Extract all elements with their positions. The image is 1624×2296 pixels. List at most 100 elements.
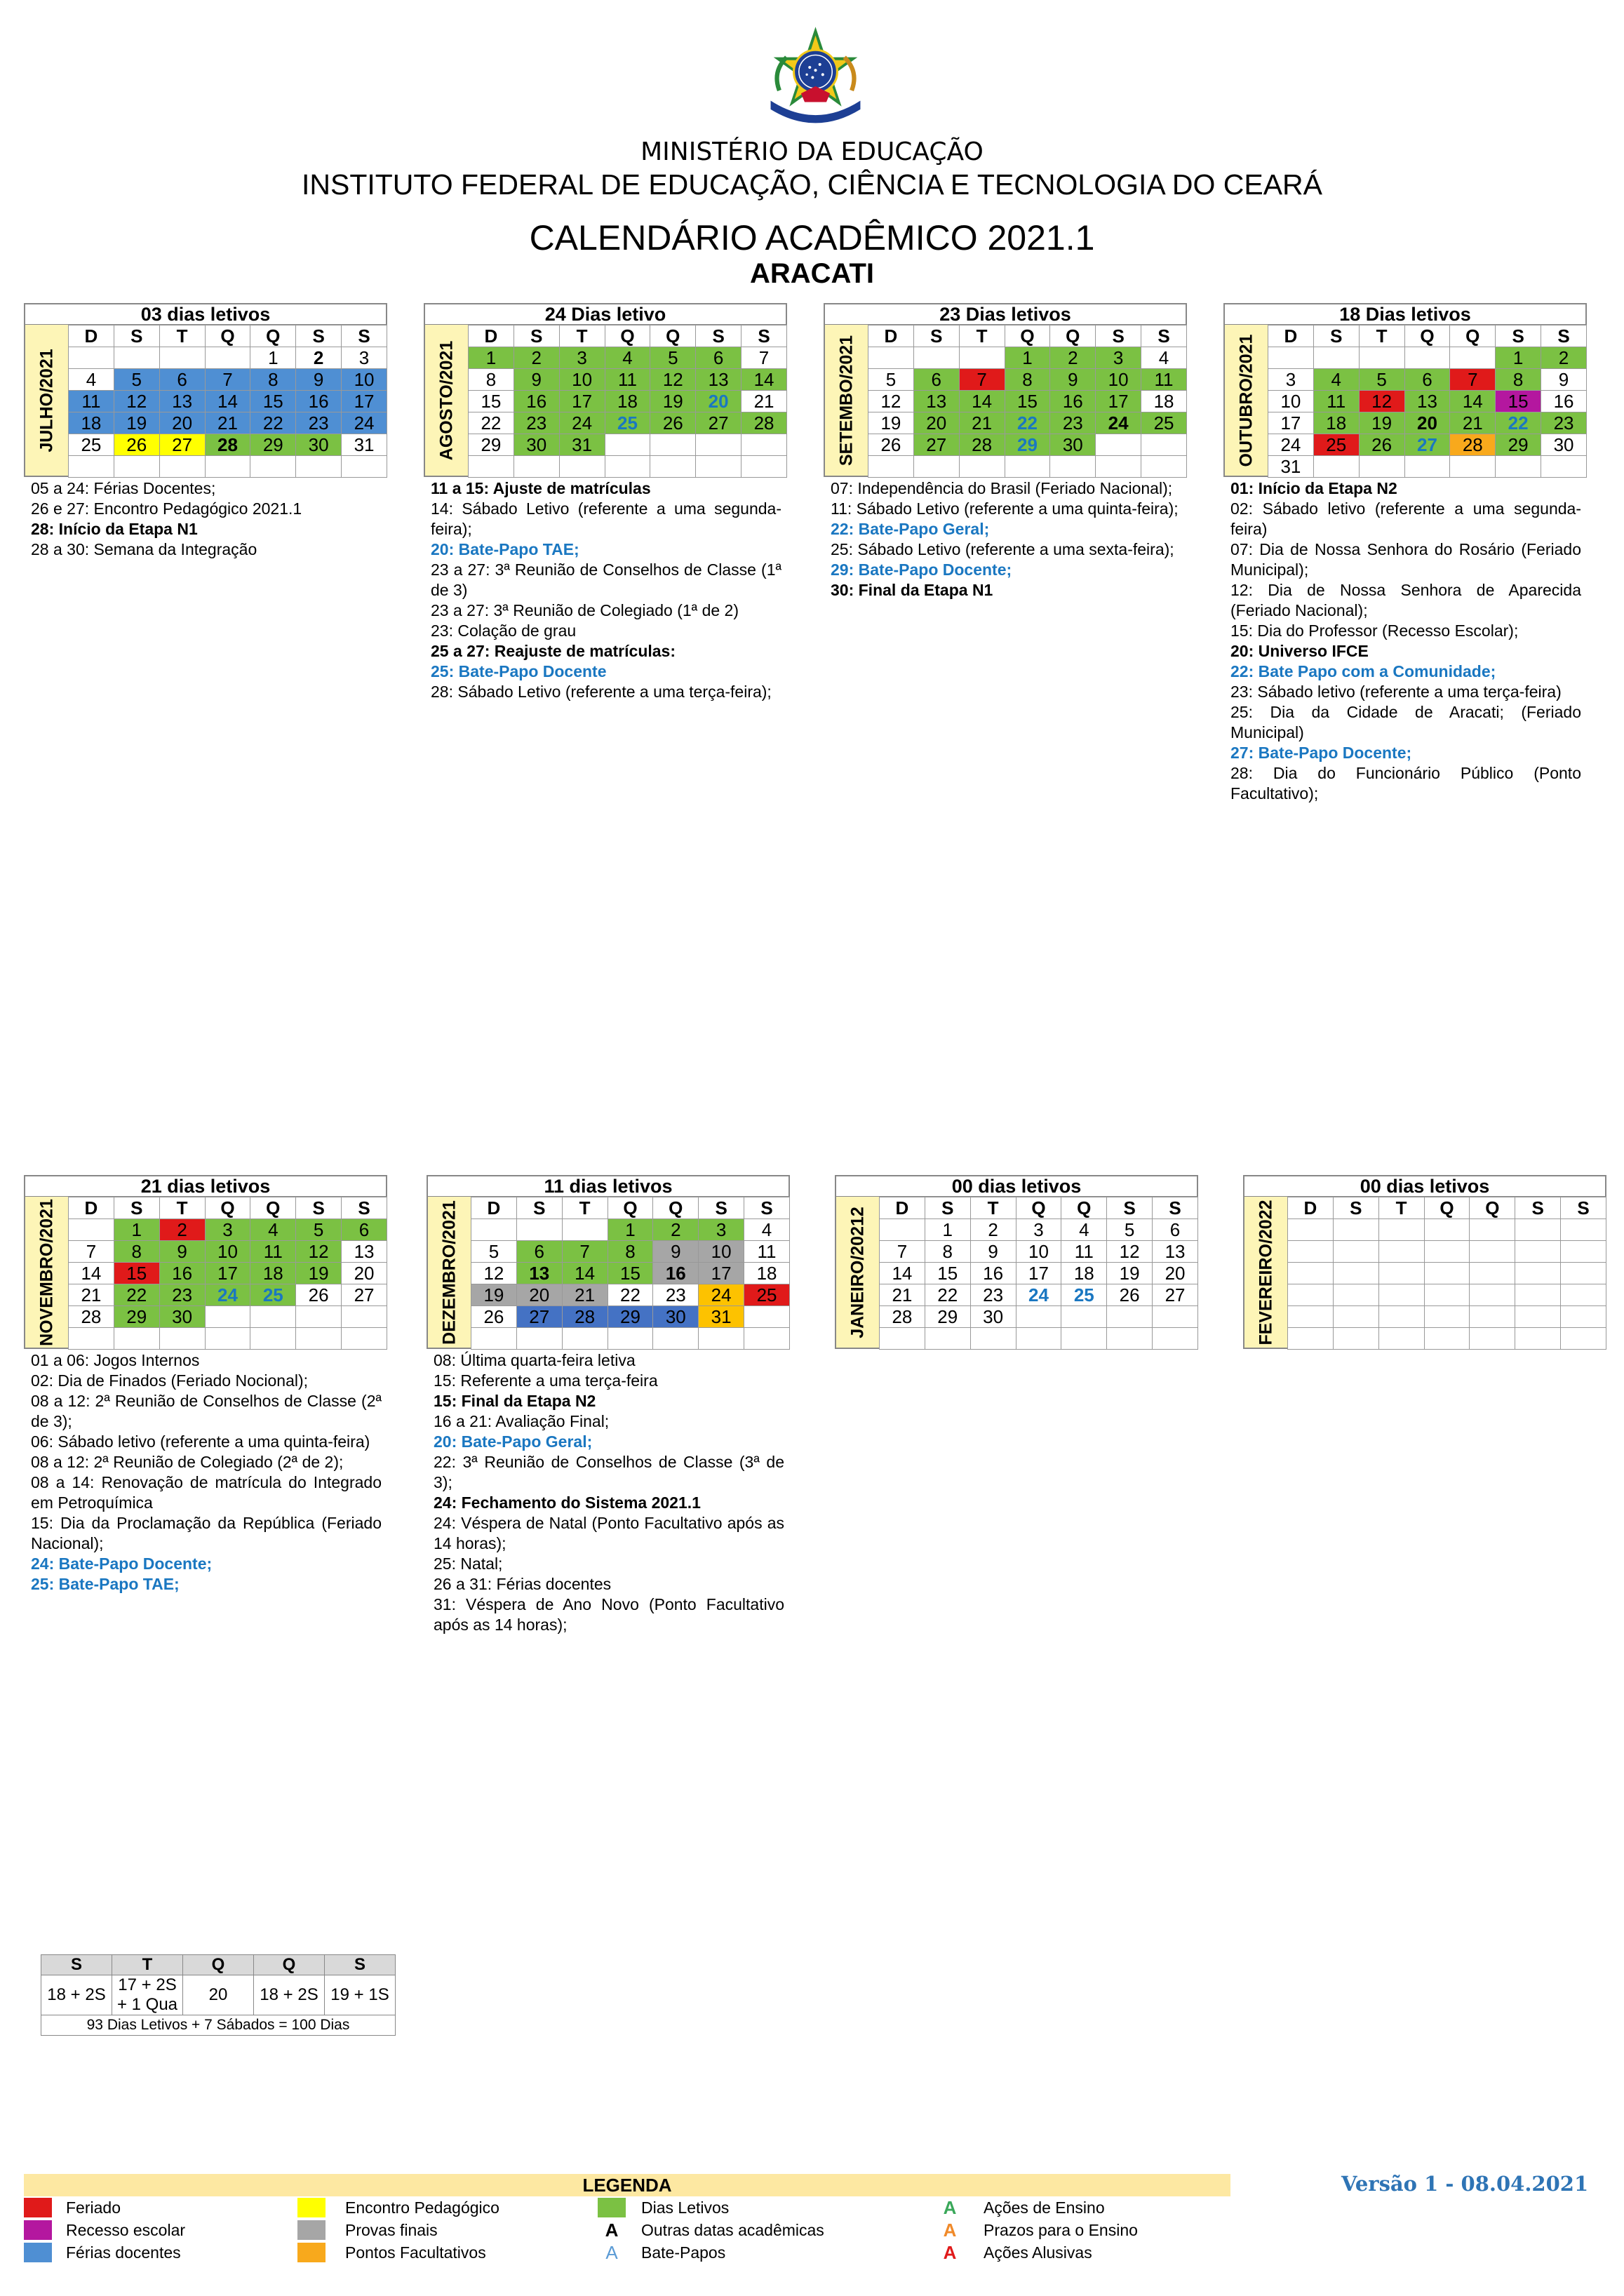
calendar-day-cell [879, 1219, 925, 1241]
weekday-header: D [68, 1197, 114, 1219]
calendar-day-cell [513, 455, 560, 478]
calendar-day-cell [561, 1219, 608, 1241]
week-row: 19 20 21 22 23 24 25 [868, 412, 1187, 434]
note-item: 28: Início da Etapa N1 [31, 520, 198, 538]
calendar-day-cell [1141, 455, 1187, 478]
note-item: 25 a 27: Reajuste de matrículas: [431, 642, 676, 660]
note-item: 08 a 12: 2ª Reunião de Colegiado (2ª de … [31, 1453, 344, 1471]
week-row: 21 22 23 24 25 26 27 [68, 1284, 387, 1306]
calendar-day-cell: 31 [558, 434, 605, 456]
legend-label: Bate-Papos [641, 2243, 726, 2262]
calendar-day-cell [159, 455, 206, 478]
pedagogical-swatch [297, 2198, 326, 2217]
calendar-day-cell: 16 [295, 390, 342, 412]
calendar-day-cell: 31 [1268, 455, 1314, 478]
calendar-day-cell: 26 [295, 1284, 342, 1306]
note-item: 25: Natal; [434, 1555, 503, 1573]
weekday-header: Q [607, 1197, 654, 1219]
weekday-header: Q [604, 325, 651, 347]
calendar-day-cell [969, 1327, 1016, 1350]
legend-label: Outras datas acadêmicas [641, 2221, 824, 2239]
calendar-day-cell [250, 1305, 297, 1328]
note-item: 23: Colação de grau [431, 622, 577, 640]
calendar-day-cell [68, 1327, 114, 1350]
calendar-day-cell: 21 [204, 412, 251, 434]
calendar-day-cell: 30 [295, 434, 342, 456]
weekday-header: S [1313, 325, 1360, 347]
calendar-day-cell: 11 [1061, 1240, 1108, 1263]
calendar-day-cell [1287, 1305, 1334, 1328]
calendar-day-cell [1404, 455, 1451, 478]
note-item: 28: Sábado Letivo (referente a uma terça… [431, 683, 772, 701]
calendar-day-cell: 5 [1358, 368, 1405, 391]
calendar-day-cell: 12 [868, 390, 914, 412]
week-row: 26 27 28 29 30 31 [471, 1305, 790, 1328]
note-item: 08 a 12: 2ª Reunião de Conselhos de Clas… [31, 1392, 382, 1430]
calendar-day-cell [695, 434, 742, 456]
legend-row: Recesso escolar Provas finais A Outras d… [24, 2219, 1230, 2241]
legend-row: Feriado Encontro Pedagógico Dias Letivos… [24, 2196, 1230, 2219]
calendar-day-cell: 19 [650, 390, 697, 412]
calendar-day-cell: 23 [295, 412, 342, 434]
calendar-day-cell: 20 [159, 412, 206, 434]
calendar-day-cell: 6 [1152, 1219, 1198, 1241]
calendar-day-cell: 15 [607, 1262, 654, 1284]
calendar-day-cell: 19 [471, 1284, 517, 1306]
calendar-day-cell: 15 [468, 390, 514, 412]
calendar-day-cell: 26 [868, 434, 914, 456]
calendar-day-cell: 22 [924, 1284, 971, 1306]
calendar-day-cell [868, 455, 914, 478]
weekday-header: T [958, 325, 1005, 347]
calendar-day-cell [516, 1219, 563, 1241]
note-item: 23 a 27: 3ª Reunião de Colegiado (1ª de … [431, 601, 739, 619]
week-row: 7 8 9 10 11 12 13 [68, 1240, 387, 1263]
week-row: 21 22 23 24 25 26 27 [879, 1284, 1198, 1306]
month-label: DEZEMBRO/2021 [427, 1197, 471, 1349]
calendar-day-cell: 20 [1404, 412, 1451, 434]
calendar-day-cell [1095, 434, 1142, 456]
calendar-day-cell [1358, 347, 1405, 369]
legend: LEGENDA Feriado Encontro Pedagógico Dias… [24, 2174, 1230, 2264]
calendar-day-cell [1332, 1262, 1379, 1284]
calendar-day-cell: 19 [295, 1262, 342, 1284]
calendar-day-cell: 14 [561, 1262, 608, 1284]
calendar-day-cell [341, 1327, 387, 1350]
calendar-day-cell: 13 [516, 1262, 563, 1284]
calendar-day-cell: 15 [1004, 390, 1051, 412]
weekday-header: Q [1469, 1197, 1516, 1219]
calendar-day-cell [1423, 1240, 1470, 1263]
calendar-day-cell [958, 347, 1005, 369]
calendar-day-cell: 24 [1268, 434, 1314, 456]
calendar-day-cell [913, 347, 960, 369]
week-row: 25 26 27 28 29 30 31 [68, 434, 387, 456]
calendar-day-cell: 11 [68, 390, 114, 412]
calendar-day-cell: 2 [513, 347, 560, 369]
calendar-day-cell [1287, 1327, 1334, 1350]
calendar-day-cell [159, 1327, 206, 1350]
month-notes: 07: Independência do Brasil (Feriado Nac… [831, 478, 1181, 600]
calendar-day-cell [1095, 455, 1142, 478]
calendar-day-cell: 27 [159, 434, 206, 456]
calendar-day-cell: 5 [868, 368, 914, 391]
calendar-day-cell [468, 455, 514, 478]
calendar-day-cell [68, 455, 114, 478]
calendar-day-cell: 1 [924, 1219, 971, 1241]
calendar-day-cell: 23 [159, 1284, 206, 1306]
weekday-header: Q [250, 325, 297, 347]
calendar-day-cell: 2 [295, 347, 342, 369]
weekday-header: T [159, 1197, 206, 1219]
month-name: OUTUBRO/2021 [1236, 334, 1256, 466]
note-item: 22: Bate-Papo Geral; [831, 520, 990, 538]
week-row [1287, 1262, 1606, 1284]
calendar-day-cell [1515, 1240, 1562, 1263]
calendar-day-cell: 9 [969, 1240, 1016, 1263]
calendar-day-cell: 24 [341, 412, 387, 434]
calendar-day-cell: 15 [113, 1262, 160, 1284]
month-notes: 01 a 06: Jogos Internos 02: Dia de Finado… [31, 1350, 382, 1595]
